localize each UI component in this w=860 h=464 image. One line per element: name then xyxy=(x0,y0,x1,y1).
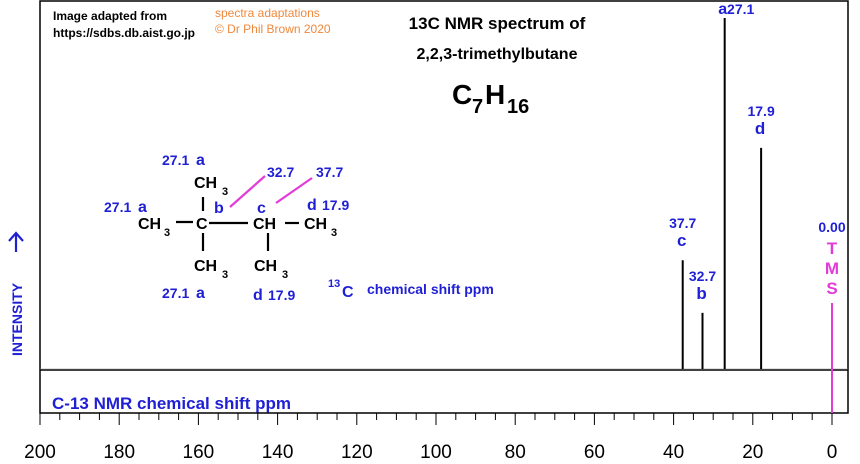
tms-value: 0.00 xyxy=(818,219,845,235)
peak-value-c: 37.7 xyxy=(669,215,696,231)
svg-text:C: C xyxy=(452,79,472,110)
svg-text:16: 16 xyxy=(507,96,529,118)
tick-label-80: 80 xyxy=(505,442,526,463)
pointer-b xyxy=(229,175,266,208)
credit-adapt-line2: © Dr Phil Brown 2020 xyxy=(215,22,331,36)
svg-text:b: b xyxy=(214,200,224,217)
svg-text:H: H xyxy=(485,79,505,110)
peak-value-a: 27.1 xyxy=(727,1,754,17)
tick-label-60: 60 xyxy=(584,442,605,463)
svg-text:a: a xyxy=(138,199,147,216)
svg-text:3: 3 xyxy=(222,186,228,198)
atom-ch3-right: CH xyxy=(304,216,327,233)
peak-value-d: 17.9 xyxy=(747,103,774,119)
svg-text:27.1: 27.1 xyxy=(104,199,131,215)
svg-text:7: 7 xyxy=(472,96,483,118)
molecular-formula: C 7 H 16 xyxy=(452,79,529,118)
tick-label-160: 160 xyxy=(183,442,215,463)
tick-label-140: 140 xyxy=(262,442,294,463)
svg-text:27.1: 27.1 xyxy=(162,152,189,168)
tms-letter-t: T xyxy=(827,239,838,258)
svg-text:27.1: 27.1 xyxy=(162,285,189,301)
tick-label-200: 200 xyxy=(24,442,56,463)
svg-text:C: C xyxy=(342,284,354,301)
atom-ch3-top: CH xyxy=(194,175,217,192)
tms-letter-m: M xyxy=(825,259,839,278)
svg-text:17.9: 17.9 xyxy=(268,287,295,303)
peak-label-c: c xyxy=(677,231,686,250)
svg-text:a: a xyxy=(196,152,205,169)
title-line1: 13C NMR spectrum of xyxy=(409,14,586,33)
shift-caption: 13 C chemical shift ppm xyxy=(328,278,494,301)
tick-label-100: 100 xyxy=(420,442,452,463)
atom-ch3-left: CH xyxy=(138,216,161,233)
svg-text:17.9: 17.9 xyxy=(322,197,349,213)
plot-frame xyxy=(39,0,849,414)
pointer-c xyxy=(275,177,313,204)
credit-adapted-line2: https://sdbs.db.aist.go.jp xyxy=(53,26,195,40)
peak-label-a: a xyxy=(718,1,727,18)
atom-ch3-c3: CH xyxy=(254,258,277,275)
svg-text:d: d xyxy=(307,197,317,214)
tick-label-120: 120 xyxy=(341,442,373,463)
svg-text:a: a xyxy=(196,285,205,302)
tms-letter-s: S xyxy=(826,279,837,298)
peak-label-d: d xyxy=(755,119,765,138)
tick-label-0: 0 xyxy=(827,442,838,463)
svg-text:3: 3 xyxy=(222,269,228,281)
tick-label-180: 180 xyxy=(103,442,135,463)
credit-adapt-line1: spectra adaptations xyxy=(215,6,320,20)
credit-adapted-line1: Image adapted from xyxy=(53,9,167,23)
molecule-structure: CH 3 CH 3 C CH CH 3 CH 3 CH 3 27.1 a 27.… xyxy=(104,152,349,304)
svg-text:3: 3 xyxy=(331,227,337,239)
atom-c2: C xyxy=(196,216,208,233)
tick-label-40: 40 xyxy=(663,442,684,463)
tick-label-20: 20 xyxy=(742,442,763,463)
x-axis-label: C-13 NMR chemical shift ppm xyxy=(52,394,291,413)
svg-text:chemical shift ppm: chemical shift ppm xyxy=(367,281,494,297)
svg-text:32.7: 32.7 xyxy=(267,164,294,180)
intensity-arrow xyxy=(8,231,24,252)
peaks-group: 37.7c 32.7b a 27.1 17.9d 0.00 TMS xyxy=(669,1,846,413)
y-axis-label: INTENSITY xyxy=(9,282,25,356)
peak-value-b: 32.7 xyxy=(689,268,716,284)
atom-ch3-bottom: CH xyxy=(194,258,217,275)
atom-c3: CH xyxy=(253,216,276,233)
svg-text:d: d xyxy=(253,287,263,304)
svg-text:37.7: 37.7 xyxy=(316,164,343,180)
svg-text:13: 13 xyxy=(328,278,340,290)
peak-label-b: b xyxy=(696,284,706,303)
svg-text:c: c xyxy=(257,200,266,217)
x-axis-ticks: 200 180 160 140 120 100 80 60 40 20 0 xyxy=(24,413,837,463)
svg-text:3: 3 xyxy=(164,227,170,239)
svg-text:3: 3 xyxy=(282,269,288,281)
title-line2: 2,2,3-trimethylbutane xyxy=(417,46,578,63)
